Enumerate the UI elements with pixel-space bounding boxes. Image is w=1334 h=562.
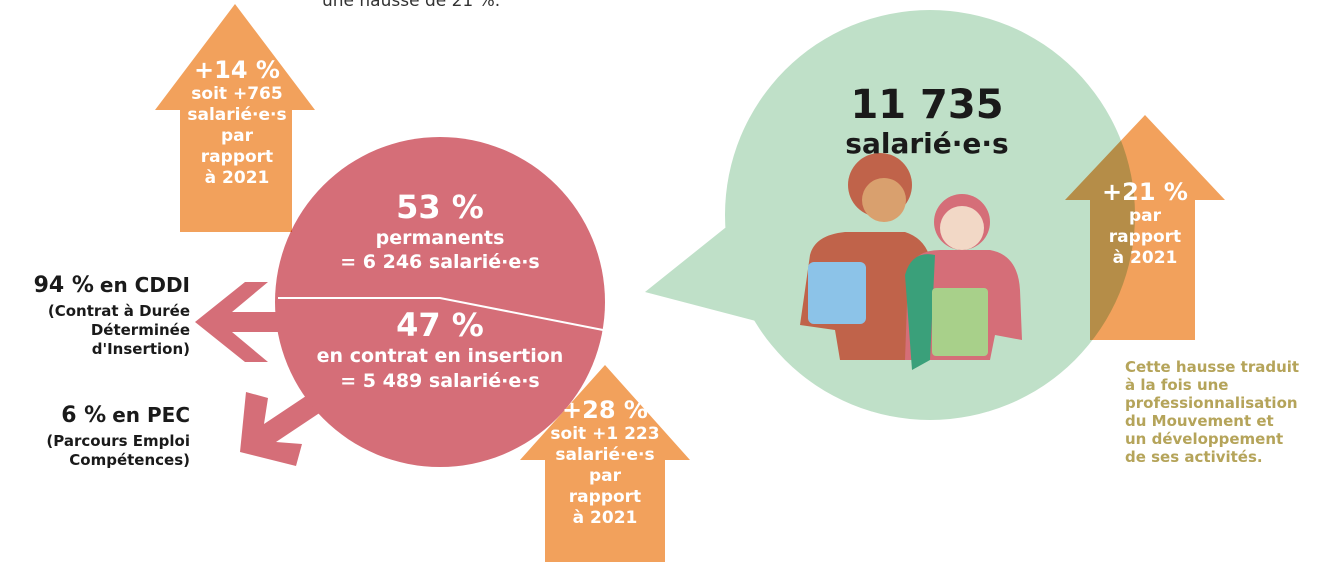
intro-text: une hausse de 21 %. (322, 0, 500, 11)
arrow-right-text: +21 % (1102, 178, 1188, 206)
arrow-right-text: rapport (1109, 227, 1181, 247)
pec-label: en PEC (112, 403, 190, 427)
note-line: du Mouvement et (1125, 412, 1274, 430)
arrow-bottom-text: +28 % (562, 396, 648, 424)
pec-detail: (Parcours Emploi (46, 432, 190, 450)
arrow-bottom-text: salarié·e·s (555, 445, 654, 465)
arrow-bottom-text: soit +1 223 (550, 424, 659, 444)
arrow-top-text: par (221, 126, 254, 146)
arrow-top-text: rapport (201, 147, 273, 167)
permanent-count: = 6 246 salarié·e·s (340, 251, 540, 273)
red-circle (275, 137, 605, 467)
cddi-detail: Déterminée (91, 321, 190, 339)
note-line: à la fois une (1125, 376, 1228, 394)
arrow-bottom-text: par (589, 466, 622, 486)
arrow-top-text: soit +765 (191, 84, 282, 104)
arrow-bottom (520, 365, 690, 562)
bubble-label: salarié·e·s (845, 127, 1008, 160)
insertion-count: = 5 489 salarié·e·s (340, 370, 540, 392)
pec-percent: 6 % (61, 403, 106, 428)
cddi-percent: 94 % (34, 273, 94, 298)
permanent-percent: 53 % (396, 188, 484, 226)
note-line: un développement (1125, 430, 1283, 448)
cddi-detail: d'Insertion) (92, 340, 190, 358)
arrow-right (1065, 115, 1225, 340)
cddi-heading: 94 % en CDDI (34, 273, 190, 298)
arrow-right-text: à 2021 (1113, 248, 1178, 268)
arrow-top-text: +14 % (194, 56, 280, 84)
bubble-total: 11 735 (850, 82, 1003, 128)
arrow-right-text: par (1129, 206, 1162, 226)
insertion-label: en contrat en insertion (317, 345, 564, 367)
arrow-top-text: salarié·e·s (187, 105, 286, 125)
arrow-top-text: à 2021 (205, 168, 270, 188)
insertion-percent: 47 % (396, 306, 484, 344)
cddi-detail: (Contrat à Durée (48, 302, 190, 320)
cddi-label: en CDDI (100, 273, 190, 297)
arrow-bottom-text: rapport (569, 487, 641, 507)
arrow-bottom-text: à 2021 (573, 508, 638, 528)
note-line: professionnalisation (1125, 394, 1298, 412)
pec-heading: 6 % en PEC (61, 403, 190, 428)
note-line: de ses activités. (1125, 448, 1263, 466)
people-illustration (800, 153, 1022, 370)
arrow-top (155, 4, 315, 232)
permanent-label: permanents (376, 227, 505, 249)
note-line: Cette hausse traduit (1125, 358, 1299, 376)
pec-detail: Compétences) (69, 451, 190, 469)
